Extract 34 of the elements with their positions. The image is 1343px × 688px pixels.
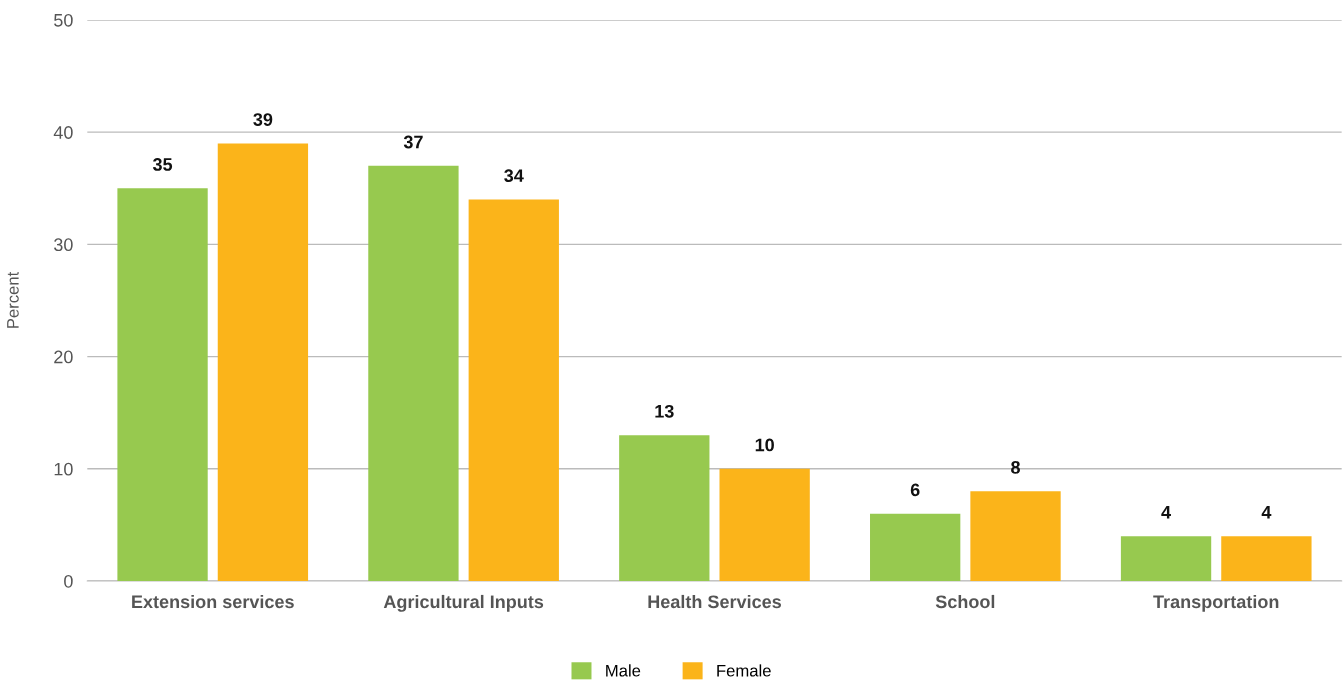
data-label: 39	[253, 113, 273, 126]
x-tick-label: Agricultural Inputs	[383, 594, 544, 612]
bar	[719, 468, 810, 582]
y-tick-label: 20	[54, 350, 73, 364]
y-tick-label: 40	[53, 126, 73, 139]
legend-label: Female	[717, 664, 771, 677]
bar	[970, 491, 1061, 582]
data-label: 37	[403, 135, 423, 149]
data-label: 4	[1161, 506, 1171, 519]
data-label: 6	[910, 483, 920, 497]
y-tick-label: 50	[54, 13, 73, 27]
bar	[117, 188, 208, 582]
x-tick-label: School	[935, 594, 995, 609]
y-tick-label: 0	[64, 574, 73, 588]
y-axis-title: Percent	[7, 271, 19, 328]
legend-label: Male	[606, 664, 641, 677]
bar	[1120, 536, 1212, 582]
data-label: 13	[655, 404, 674, 418]
y-tick-label: 30	[54, 238, 73, 252]
x-tick-label: Transportation	[1153, 594, 1279, 612]
bar	[217, 143, 309, 582]
bar	[619, 435, 710, 582]
bar	[870, 513, 961, 582]
x-tick-label: Health Services	[648, 594, 781, 609]
data-label: 4	[1261, 506, 1272, 519]
bar	[468, 199, 559, 582]
data-label: 34	[504, 169, 524, 183]
data-label: 35	[152, 158, 173, 171]
bar	[368, 165, 459, 582]
x-tick-label: Extension services	[132, 594, 294, 609]
data-label: 10	[755, 438, 774, 452]
bar	[1221, 536, 1312, 582]
data-label: 8	[1011, 461, 1020, 474]
y-tick-label: 10	[54, 462, 73, 476]
